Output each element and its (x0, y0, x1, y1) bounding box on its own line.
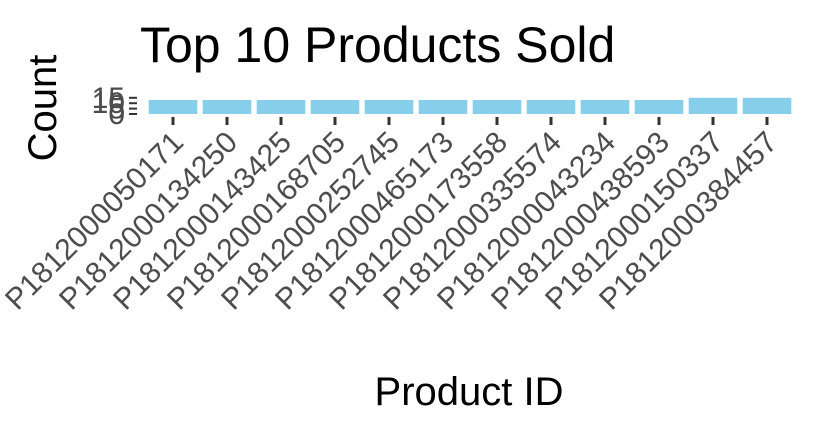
bar (688, 97, 738, 114)
y-tick-label: 10 (92, 87, 125, 120)
x-axis-title: Product ID (375, 370, 564, 414)
bar (256, 99, 306, 114)
bar (580, 99, 630, 114)
chart-title: Top 10 Products Sold (140, 17, 615, 73)
bar (472, 99, 522, 114)
y-tick-label: 5 (108, 93, 125, 126)
y-tick-label: 15 (92, 82, 125, 115)
bar (148, 99, 198, 114)
bar (526, 99, 576, 114)
bar (310, 99, 360, 114)
y-tick-label: 0 (108, 98, 125, 131)
bar (742, 97, 792, 114)
bar (634, 99, 684, 114)
x-axis: P1812000050171P1812000134250P18120001434… (0, 117, 784, 316)
bar (364, 99, 414, 114)
bar (418, 99, 468, 114)
bar (202, 99, 252, 114)
bars (148, 97, 792, 114)
y-axis-title: Count (21, 55, 65, 162)
